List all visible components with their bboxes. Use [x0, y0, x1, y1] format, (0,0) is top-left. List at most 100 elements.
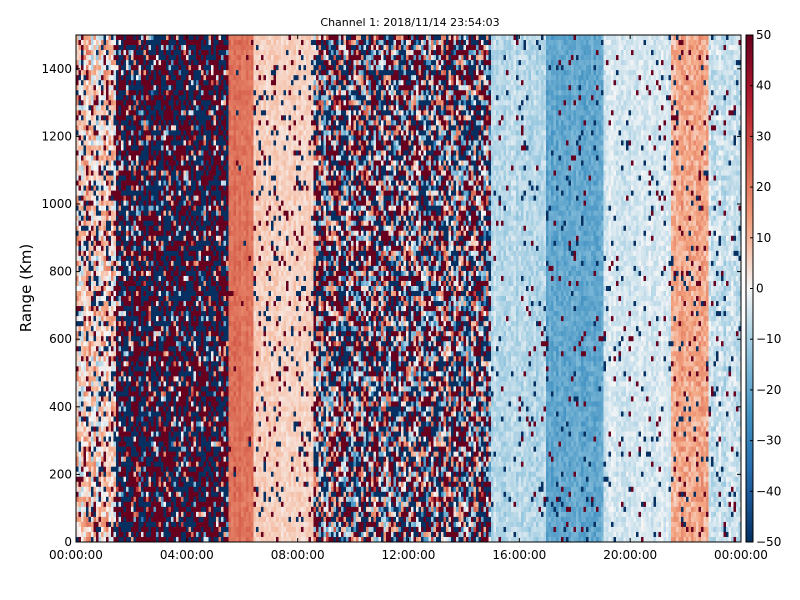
heatmap-cell: [91, 95, 94, 100]
heatmap-cell: [179, 176, 182, 181]
heatmap-cell: [161, 306, 164, 311]
heatmap-cell: [166, 371, 169, 376]
heatmap-cell: [156, 105, 159, 110]
heatmap-cell: [126, 286, 129, 291]
heatmap-cell: [86, 181, 89, 186]
heatmap-cell: [129, 65, 132, 70]
heatmap-cell: [111, 45, 114, 50]
heatmap-cell: [129, 492, 132, 497]
heatmap-cell: [91, 256, 94, 261]
heatmap-cell: [189, 40, 192, 45]
heatmap-cell: [196, 231, 199, 236]
heatmap-cell: [184, 65, 187, 70]
heatmap-cell: [84, 497, 87, 502]
heatmap-cell: [109, 110, 112, 115]
heatmap-cell: [86, 321, 89, 326]
heatmap-cell: [131, 80, 134, 85]
heatmap-cell: [144, 341, 147, 346]
heatmap-cell: [86, 517, 89, 522]
heatmap-cell: [176, 306, 179, 311]
heatmap-cell: [184, 376, 187, 381]
heatmap-cell: [84, 145, 87, 150]
heatmap-cell: [79, 110, 82, 115]
heatmap-cell: [166, 261, 169, 266]
heatmap-cell: [169, 80, 172, 85]
heatmap-cell: [121, 326, 124, 331]
heatmap-cell: [116, 517, 119, 522]
heatmap-cell: [194, 417, 197, 422]
heatmap-cell: [104, 427, 107, 432]
heatmap-cell: [194, 321, 197, 326]
heatmap-cell: [101, 361, 104, 366]
heatmap-cell: [84, 95, 87, 100]
heatmap-cell: [109, 65, 112, 70]
heatmap-cell: [121, 286, 124, 291]
heatmap-cell: [116, 166, 119, 171]
heatmap-cell: [159, 196, 162, 201]
heatmap-cell: [79, 70, 82, 75]
heatmap-cell: [141, 301, 144, 306]
heatmap-cell: [159, 381, 162, 386]
heatmap-cell: [156, 150, 159, 155]
heatmap-cell: [84, 311, 87, 316]
heatmap-cell: [186, 472, 189, 477]
heatmap-cell: [184, 472, 187, 477]
heatmap-cell: [196, 266, 199, 271]
heatmap-cell: [151, 130, 154, 135]
heatmap-cell: [129, 35, 132, 40]
heatmap-cell: [106, 35, 109, 40]
heatmap-cell: [144, 196, 147, 201]
heatmap-cell: [194, 301, 197, 306]
heatmap-cell: [89, 50, 92, 55]
heatmap-cell: [179, 401, 182, 406]
heatmap-cell: [189, 191, 192, 196]
heatmap-cell: [81, 427, 84, 432]
heatmap-cell: [149, 55, 152, 60]
heatmap-cell: [99, 221, 102, 226]
heatmap-cell: [174, 226, 177, 231]
heatmap-cell: [149, 376, 152, 381]
heatmap-cell: [121, 120, 124, 125]
heatmap-cell: [171, 60, 174, 65]
heatmap-cell: [124, 336, 127, 341]
heatmap-cell: [199, 186, 202, 191]
heatmap-cell: [194, 281, 197, 286]
heatmap-cell: [86, 35, 89, 40]
heatmap-cell: [176, 361, 179, 366]
heatmap-cell: [166, 482, 169, 487]
heatmap-cell: [124, 226, 127, 231]
heatmap-cell: [126, 246, 129, 251]
heatmap-cell: [186, 145, 189, 150]
heatmap-cell: [176, 236, 179, 241]
heatmap-cell: [139, 432, 142, 437]
heatmap-cell: [101, 331, 104, 336]
heatmap-cell: [104, 216, 107, 221]
heatmap-cell: [119, 281, 122, 286]
heatmap-cell: [151, 512, 154, 517]
heatmap-cell: [91, 80, 94, 85]
heatmap-cell: [104, 130, 107, 135]
heatmap-cell: [136, 155, 139, 160]
heatmap-cell: [104, 366, 107, 371]
heatmap-cell: [161, 396, 164, 401]
heatmap-cell: [86, 110, 89, 115]
heatmap-cell: [79, 236, 82, 241]
heatmap-cell: [169, 95, 172, 100]
heatmap-cell: [99, 171, 102, 176]
heatmap-cell: [116, 467, 119, 472]
heatmap-cell: [164, 191, 167, 196]
heatmap-cell: [146, 196, 149, 201]
heatmap-cell: [136, 316, 139, 321]
heatmap-cell: [146, 442, 149, 447]
heatmap-cell: [174, 211, 177, 216]
heatmap-cell: [134, 140, 137, 145]
heatmap-cell: [174, 236, 177, 241]
heatmap-cell: [166, 241, 169, 246]
heatmap-cell: [111, 522, 114, 527]
heatmap-cell: [104, 381, 107, 386]
heatmap-cell: [114, 517, 117, 522]
heatmap-cell: [96, 386, 99, 391]
heatmap-cell: [114, 125, 117, 130]
heatmap-cell: [194, 191, 197, 196]
heatmap-cell: [199, 231, 202, 236]
